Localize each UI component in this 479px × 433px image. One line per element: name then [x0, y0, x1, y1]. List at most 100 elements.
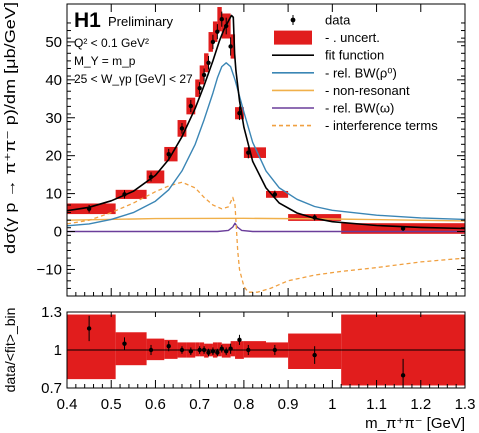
- legend-label: data: [325, 13, 351, 28]
- legend-marker-point: [290, 17, 296, 23]
- ratio-point: [197, 347, 202, 353]
- uncert-box: [199, 65, 205, 85]
- ratio-uncert-box: [243, 341, 266, 358]
- ratio-point: [206, 350, 211, 355]
- uncert-box: [243, 147, 266, 158]
- x-tick-label: 1: [328, 396, 336, 413]
- uncert-box: [195, 79, 200, 97]
- x-tick-label: 0.9: [278, 396, 299, 413]
- x-tick-label: 1.1: [366, 396, 387, 413]
- data-point: [210, 39, 216, 45]
- data-point: [219, 16, 224, 22]
- x-tick-label: 1.3: [455, 396, 476, 413]
- top-y-tick-label: 20: [45, 148, 62, 165]
- data-point: [197, 85, 202, 91]
- x-tick-label: 0.8: [233, 396, 254, 413]
- ratio-point: [272, 347, 278, 353]
- uncert-box: [204, 53, 209, 73]
- status-label: Preliminary: [108, 14, 174, 29]
- ratio-plot-area: [67, 314, 465, 388]
- ratio-point: [312, 352, 317, 358]
- top-y-tick-label: 10: [45, 186, 62, 203]
- experiment-label: H1: [74, 9, 101, 32]
- x-tick-label: 0.7: [189, 396, 210, 413]
- data-point: [179, 126, 185, 131]
- data-point: [312, 215, 317, 220]
- ratio-uncert-box: [199, 342, 205, 357]
- uncert-box: [208, 32, 213, 52]
- ratio-point: [86, 326, 92, 331]
- top-y-tick-label: 40: [45, 72, 62, 89]
- ratio-point: [210, 349, 216, 354]
- ratio-point: [215, 350, 220, 355]
- ratio-point: [400, 373, 406, 378]
- curve-rel-bw-: [67, 62, 465, 227]
- condition-label: 25 < W_γp [GeV] < 27: [74, 72, 193, 86]
- data-point: [400, 226, 406, 231]
- data-point: [224, 23, 229, 29]
- legend-label: fit function: [325, 48, 384, 63]
- legend-label: - rel. BW(ω): [325, 101, 394, 116]
- x-tick-label: 0.5: [101, 396, 122, 413]
- data-point: [166, 151, 171, 157]
- x-tick-label: 1.2: [410, 396, 431, 413]
- ratio-uncert-box: [217, 342, 222, 357]
- ratio-point: [228, 346, 233, 351]
- ratio-uncert-box: [115, 332, 147, 366]
- top-y-tick-label: 50: [45, 34, 62, 51]
- ratio-uncert-box: [67, 314, 116, 380]
- data-point: [122, 192, 127, 197]
- uncert-box: [230, 34, 236, 59]
- x-axis-label: m_π⁺π⁻ [GeV]: [365, 415, 465, 432]
- legend-label: - rel. BW(ρ⁰): [325, 65, 397, 80]
- curve-fit-function: [67, 14, 465, 230]
- uncert-box: [266, 190, 289, 198]
- ratio-uncert-box: [204, 343, 209, 358]
- data-point: [86, 206, 92, 211]
- uncert-box: [67, 203, 116, 215]
- ratio-point: [188, 349, 194, 354]
- ratio-point: [246, 347, 251, 353]
- top-y-tick-label: −10: [37, 261, 62, 278]
- ratio-point: [148, 347, 154, 353]
- ratio-y-tick-label: 1: [54, 342, 62, 359]
- ratio-point: [224, 349, 229, 354]
- legend-label: - interference terms: [325, 118, 438, 133]
- legend-label: - . uncert.: [325, 30, 380, 45]
- data-point: [246, 150, 251, 155]
- ratio-uncert-box: [195, 342, 200, 357]
- ratio-uncert-box: [164, 339, 178, 359]
- top-y-tick-label: 0: [54, 224, 62, 241]
- condition-label: M_Y = m_p: [74, 54, 136, 68]
- curve-interference-terms: [67, 181, 465, 293]
- x-tick-label: 0.4: [57, 396, 78, 413]
- curve-rel-bw-: [67, 222, 465, 233]
- ratio-point: [179, 347, 185, 353]
- data-point: [272, 192, 278, 197]
- legend-label: - non-resonant: [325, 83, 410, 98]
- ratio-point: [201, 347, 207, 353]
- data-point: [228, 44, 233, 49]
- ratio-y-tick-label: 0.7: [41, 380, 62, 397]
- top-y-tick-label: 30: [45, 110, 62, 127]
- data-point: [215, 29, 220, 34]
- data-point: [237, 111, 242, 116]
- ratio-point: [237, 337, 242, 343]
- legend-box: [274, 30, 312, 45]
- top-plot-area: [67, 7, 465, 293]
- curve-non-resonant: [67, 217, 465, 222]
- ratio-point: [219, 346, 224, 351]
- ratio-y-tick-label: 1.3: [41, 304, 62, 321]
- data-point: [201, 72, 207, 78]
- condition-label: Q² < 0.1 GeV²: [74, 36, 149, 50]
- data-point: [206, 60, 211, 65]
- uncert-box: [115, 189, 147, 199]
- top-plot-frame: [66, 3, 466, 297]
- ratio-uncert-box: [230, 341, 236, 357]
- uncert-box: [212, 21, 218, 42]
- ratio-y-axis-label: data/<fit>_bin: [2, 308, 18, 393]
- ratio-point: [122, 341, 127, 346]
- ratio-point: [166, 344, 171, 349]
- top-y-axis-label: dσ(γ p → π⁺π⁻ p)/dm [μb/GeV]: [2, 2, 19, 254]
